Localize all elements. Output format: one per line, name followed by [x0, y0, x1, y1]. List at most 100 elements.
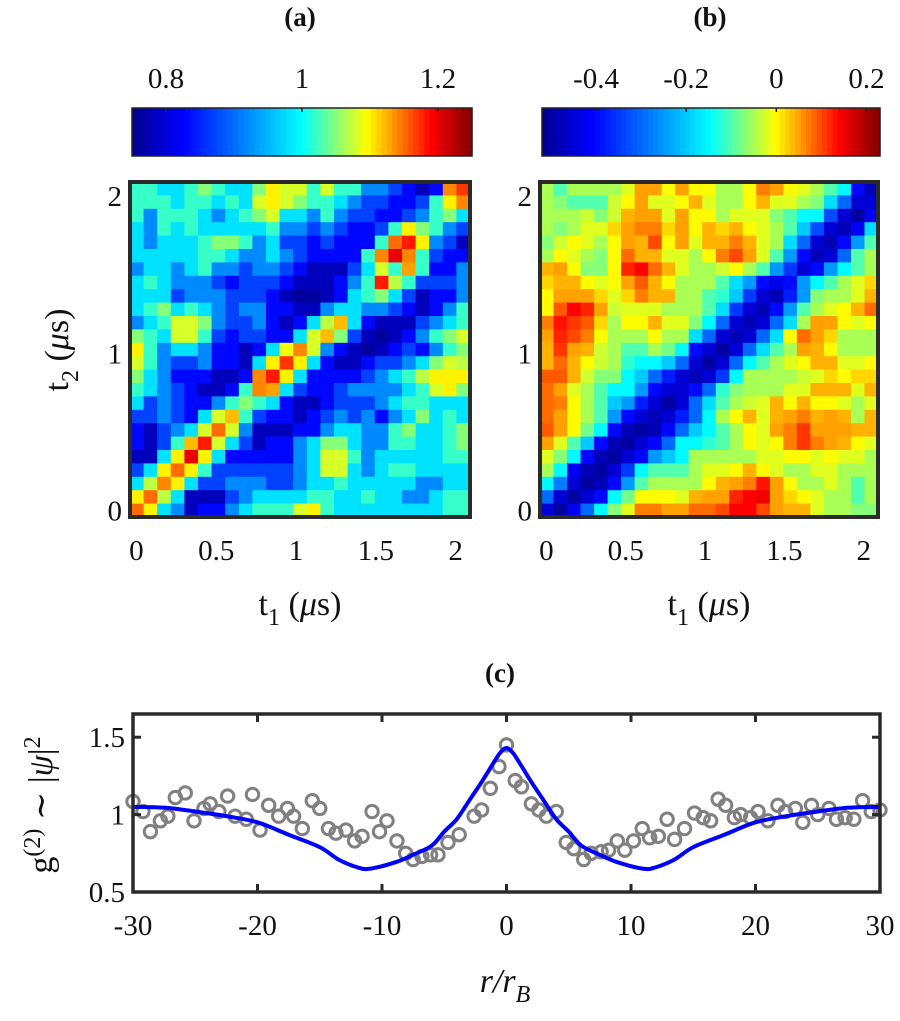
- heatmap-cell: [621, 342, 636, 357]
- heatmap-cell: [456, 275, 471, 290]
- heatmap-cell: [594, 316, 609, 330]
- heatmap-cell: [293, 383, 308, 397]
- heatmap-cell: [621, 356, 636, 371]
- heatmap-cell: [810, 383, 825, 397]
- colorbar-segment: [195, 108, 202, 156]
- heatmap-cell: [415, 450, 430, 464]
- heatmap-cell: [266, 383, 281, 397]
- heatmap-cell: [429, 235, 444, 250]
- heatmap-cell: [796, 262, 811, 277]
- heatmap-cell: [688, 476, 703, 491]
- heatmap-cell: [184, 222, 199, 237]
- colorbar-segment: [705, 108, 712, 156]
- heatmap-cell: [211, 396, 226, 411]
- heatmap-cell: [675, 450, 690, 464]
- colorbar-segment: [307, 108, 314, 156]
- colorbar-segment: [264, 108, 271, 156]
- heatmap-cell: [320, 275, 335, 290]
- heatmap-cell: [621, 409, 636, 424]
- heatmap-cell: [742, 329, 757, 344]
- heatmap-cell: [388, 423, 403, 438]
- colorbar-segment: [147, 108, 154, 156]
- colorbar-segment: [642, 108, 649, 156]
- heatmap-cell: [238, 396, 253, 411]
- heatmap-cell: [388, 503, 403, 518]
- heatmap-cell: [769, 369, 784, 384]
- heatmap-cell: [553, 369, 568, 384]
- heatmap-cell: [429, 503, 444, 518]
- colorbar-segment: [573, 108, 580, 156]
- heatmap-cell: [415, 289, 430, 304]
- x-tick-label: 2: [448, 535, 463, 567]
- heatmap-cell: [702, 262, 717, 277]
- colorbar-segment: [201, 108, 207, 156]
- heatmap-cell: [607, 182, 622, 196]
- heatmap-cell: [607, 275, 622, 290]
- heatmap-cell: [702, 342, 717, 357]
- x-tick-label: 1: [698, 535, 713, 567]
- y-axis-label: g(2) ∼ |ψ|2: [20, 736, 60, 873]
- heatmap-cell: [225, 249, 240, 263]
- heatmap-cell: [238, 182, 253, 196]
- heatmap-cell: [402, 356, 417, 371]
- heatmap-cell: [293, 423, 308, 438]
- heatmap-cell: [170, 423, 185, 438]
- heatmap-cell: [567, 383, 582, 397]
- heatmap-cell: [456, 235, 471, 250]
- heatmap-cell: [688, 409, 703, 424]
- heatmap-cell: [810, 262, 825, 277]
- heatmap-cell: [729, 423, 744, 438]
- heatmap-cell: [580, 356, 595, 371]
- heatmap-cell: [442, 450, 457, 464]
- heatmap-cell: [225, 222, 240, 237]
- heatmap-cell: [580, 222, 595, 237]
- heatmap-cell: [540, 463, 555, 478]
- heatmap-cell: [675, 275, 690, 290]
- heatmap-cell: [823, 208, 838, 223]
- data-point: [650, 828, 667, 844]
- heatmap-cell: [293, 409, 308, 424]
- heatmap-cell: [293, 342, 308, 357]
- heatmap-cell: [320, 235, 335, 250]
- heatmap-cell: [252, 329, 267, 344]
- heatmap-cell: [837, 329, 852, 344]
- heatmap-cell: [170, 463, 185, 478]
- heatmap-cell: [864, 463, 879, 478]
- heatmap-cell: [540, 182, 555, 196]
- heatmap-cell: [675, 463, 690, 478]
- heatmap-cell: [184, 342, 199, 357]
- colorbar-segment: [779, 108, 786, 156]
- colorbar-segment: [344, 108, 351, 156]
- heatmap-cell: [415, 369, 430, 384]
- heatmap-cell: [567, 436, 582, 451]
- heatmap-cell: [648, 289, 663, 304]
- colorbar-segment: [795, 108, 802, 156]
- heatmap-cell: [252, 208, 267, 223]
- heatmap-cell: [648, 302, 663, 317]
- heatmap-cell: [361, 182, 376, 196]
- data-point: [379, 813, 395, 829]
- heatmap-cell: [442, 316, 457, 330]
- heatmap-cell: [442, 369, 457, 384]
- colorbar-segment: [790, 108, 797, 156]
- heatmap-cell: [621, 222, 636, 237]
- heatmap-cell: [252, 249, 267, 263]
- heatmap-cell: [157, 222, 172, 237]
- heatmap-cell: [661, 235, 676, 250]
- heatmap-cell: [198, 396, 213, 411]
- heatmap-cell: [648, 423, 663, 438]
- heatmap-cell: [306, 356, 321, 371]
- heatmap-cell: [607, 302, 622, 317]
- colorbar-segment: [864, 108, 871, 156]
- heatmap-cell: [347, 342, 362, 357]
- heatmap-cell: [769, 463, 784, 478]
- heatmap-cell: [252, 222, 267, 237]
- heatmap-cell: [402, 342, 417, 357]
- heatmap-cell: [347, 316, 362, 330]
- heatmap-cell: [130, 262, 145, 277]
- data-point: [750, 803, 766, 820]
- heatmap-cell: [157, 262, 172, 277]
- colorbar-segment: [578, 108, 585, 156]
- colorbar-segment: [800, 108, 807, 156]
- heatmap-cell: [675, 356, 690, 371]
